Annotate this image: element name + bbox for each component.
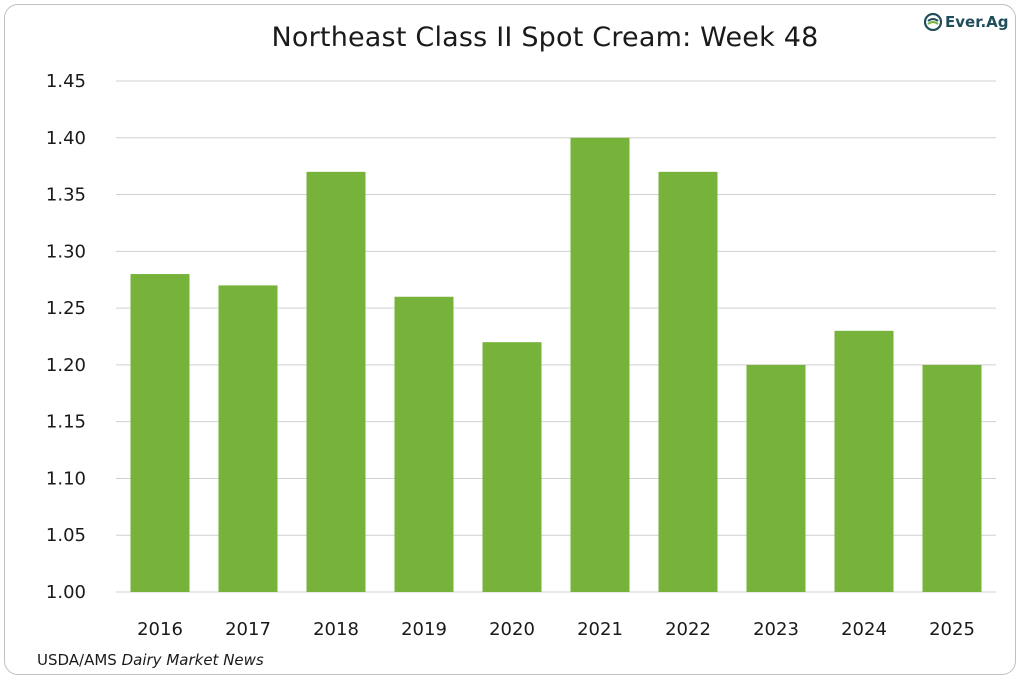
- x-tick-labels: 2016 2017 2018 2019 2020 2021 2022 2023 2024 2025: [137, 619, 975, 640]
- bar-2024: [834, 330, 894, 592]
- y-tick-label: 1.45: [46, 71, 86, 92]
- x-tick-label: 2023: [753, 619, 799, 640]
- x-tick-label: 2021: [577, 619, 623, 640]
- brand-logo: Ever.Ag: [924, 13, 1009, 31]
- y-tick-label: 1.25: [46, 298, 86, 319]
- bar-2022: [658, 171, 718, 592]
- logo-text: Ever.Ag: [945, 13, 1009, 31]
- y-tick-label: 1.30: [46, 241, 86, 262]
- source-prefix: USDA/AMS: [37, 651, 122, 669]
- ever-ag-logo-icon: [924, 13, 942, 31]
- x-tick-label: 2019: [401, 619, 447, 640]
- x-tick-label: 2018: [313, 619, 359, 640]
- x-tick-label: 2017: [225, 619, 271, 640]
- source-note: USDA/AMS Dairy Market News: [37, 651, 264, 669]
- bars: [130, 137, 982, 592]
- x-tick-label: 2016: [137, 619, 183, 640]
- chart-title: Northeast Class II Spot Cream: Week 48: [271, 22, 819, 53]
- y-tick-label: 1.10: [46, 468, 86, 489]
- y-tick-label: 1.20: [46, 355, 86, 376]
- bar-2023: [746, 364, 806, 592]
- x-tick-label: 2025: [929, 619, 975, 640]
- x-tick-label: 2024: [841, 619, 887, 640]
- bar-2025: [922, 364, 982, 592]
- y-tick-labels: 1.00 1.05 1.10 1.15 1.20 1.25 1.30 1.35 1.40 1.45: [46, 71, 86, 603]
- y-tick-label: 1.05: [46, 525, 86, 546]
- bar-2017: [218, 285, 278, 592]
- y-tick-label: 1.40: [46, 128, 86, 149]
- x-tick-label: 2020: [489, 619, 535, 640]
- y-tick-label: 1.15: [46, 412, 86, 433]
- bar-2020: [482, 342, 542, 592]
- x-tick-label: 2022: [665, 619, 711, 640]
- bar-2019: [394, 296, 454, 592]
- y-tick-label: 1.00: [46, 582, 86, 603]
- y-tick-label: 1.35: [46, 185, 86, 206]
- bar-2016: [130, 274, 190, 592]
- bar-2021: [570, 137, 630, 592]
- bar-2018: [306, 171, 366, 592]
- source-publication: Dairy Market News: [121, 651, 264, 669]
